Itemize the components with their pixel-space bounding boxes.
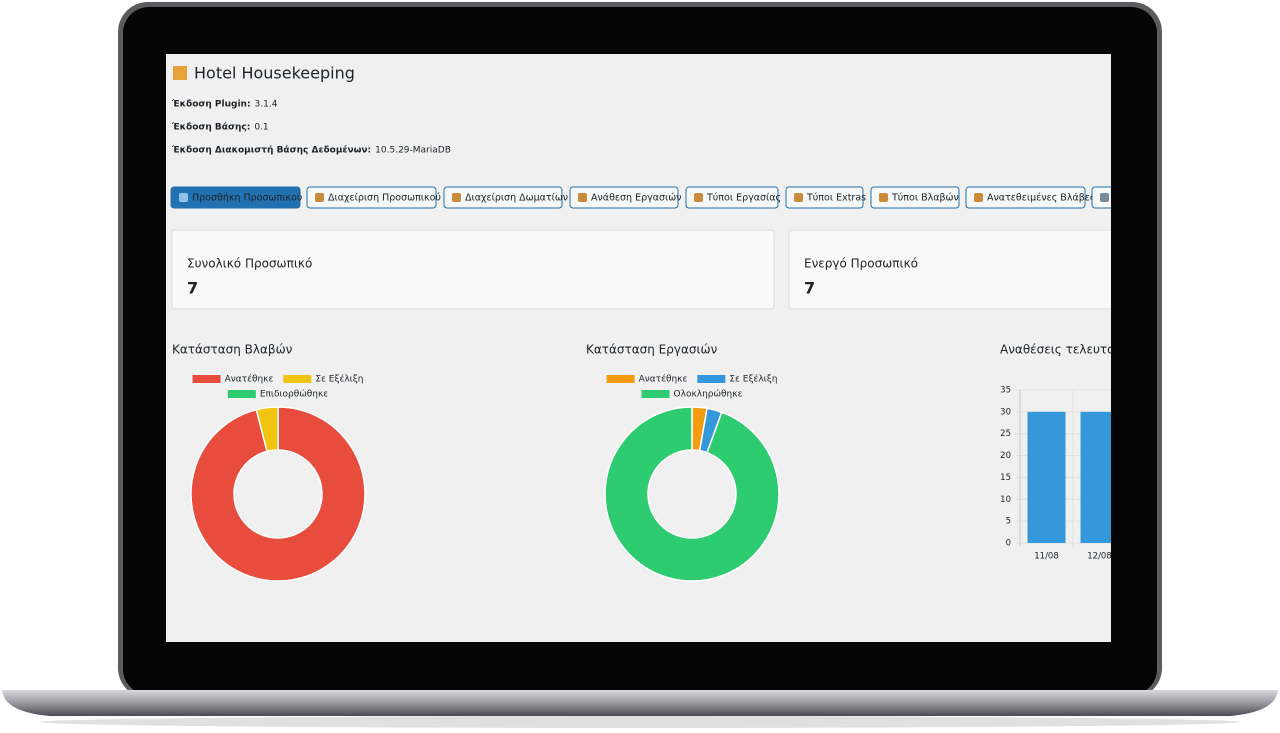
y-tick-label: 35: [1000, 386, 1011, 396]
stat-card: [788, 229, 1111, 310]
toolbar-button[interactable]: [443, 186, 563, 209]
legend-item: Σε Εξέλιξη: [697, 374, 777, 385]
bar: [1027, 411, 1066, 543]
legend-label: Ανατέθηκε: [639, 374, 688, 385]
button-icon: [694, 193, 703, 202]
button-icon: [1100, 193, 1109, 202]
legend-swatch: [227, 390, 256, 398]
legend-item: Ολοκληρώθηκε: [641, 389, 743, 400]
legend-swatch: [641, 390, 670, 398]
button-label[interactable]: Ανάθεση Εργασιών: [591, 193, 682, 204]
legend-swatch: [697, 375, 726, 383]
button-label[interactable]: Τύποι Βλαβών: [891, 193, 959, 204]
legend-swatch: [283, 375, 312, 383]
donut-segment: [255, 406, 279, 453]
y-tick-label: 15: [1000, 473, 1011, 483]
info-label: Έκδοση Διακομιστή Βάσης Δεδομένων:: [171, 145, 371, 156]
legend-label: Ανατέθηκε: [225, 374, 274, 385]
laptop-base: [2, 690, 1278, 716]
y-tick-label: 10: [1000, 495, 1011, 505]
button-label[interactable]: Τύποι Εργασίας: [706, 193, 781, 204]
x-tick-label: 11/08: [1034, 552, 1059, 562]
page-title: Hotel Housekeeping: [194, 64, 355, 83]
chart-title: Αναθέσεις τελευταίω: [1000, 343, 1129, 357]
stat-label: Ενεργό Προσωπικό: [804, 257, 918, 271]
y-tick-label: 30: [1000, 407, 1011, 417]
stat-card: [171, 229, 775, 310]
donut-segment: [190, 406, 366, 582]
toolbar-button[interactable]: [785, 186, 864, 209]
info-label: Έκδοση Βάσης:: [171, 123, 250, 133]
chart-title: Κατάσταση Εργασιών: [586, 343, 718, 357]
legend-label: Ολοκληρώθηκε: [674, 389, 743, 400]
chart-title: Κατάσταση Βλαβών: [172, 343, 293, 357]
button-label[interactable]: Διαχείριση Προσωπικού: [328, 193, 441, 204]
toolbar-button[interactable]: [685, 186, 779, 209]
button-icon: [879, 193, 888, 202]
donut-segment: [604, 406, 780, 582]
button-icon: [315, 193, 324, 202]
legend-swatch: [606, 375, 635, 383]
button-icon: [179, 193, 188, 202]
button-icon: [578, 193, 587, 202]
toolbar-button[interactable]: [569, 186, 679, 209]
bar: [1080, 411, 1111, 543]
button-label[interactable]: Ανατεθειμένες Βλάβες: [987, 193, 1095, 204]
legend-label: Σε Εξέλιξη: [315, 374, 363, 385]
x-tick-label: 12/08: [1087, 552, 1112, 562]
y-tick-label: 5: [1006, 517, 1011, 527]
legend-item: Επιδιορθώθηκε: [227, 389, 328, 400]
legend-item: Σε Εξέλιξη: [283, 374, 363, 385]
toolbar-button[interactable]: [306, 186, 437, 209]
y-tick-label: 20: [1000, 451, 1011, 461]
stat-value: 7: [804, 279, 815, 298]
info-value: 3.1.4: [255, 100, 278, 110]
dashboard: Hotel Housekeeping Έκδοση Plugin: 3.1.4 Έκ…: [170, 64, 1129, 582]
legend-item: Ανατέθηκε: [192, 374, 274, 385]
button-icon: [452, 193, 461, 202]
button-icon: [794, 193, 803, 202]
button-label[interactable]: Διαχείριση Δωματίων: [465, 193, 568, 204]
legend-label: Επιδιορθώθηκε: [260, 389, 328, 400]
toolbar-button[interactable]: [870, 186, 960, 209]
legend-item: Ανατέθηκε: [606, 374, 688, 385]
y-tick-label: 0: [1006, 539, 1011, 549]
info-value: 0.1: [254, 123, 268, 133]
shadow: [40, 716, 1240, 728]
stat-label: Συνολικό Προσωπικό: [187, 257, 312, 271]
toolbar-button[interactable]: [170, 186, 301, 209]
legend-swatch: [192, 375, 221, 383]
toolbar-button[interactable]: [965, 186, 1086, 209]
hotel-icon: [173, 66, 187, 80]
stat-value: 7: [187, 279, 198, 298]
button-label[interactable]: Τύποι Extras: [806, 193, 866, 204]
y-tick-label: 25: [1000, 429, 1011, 439]
legend-label: Σε Εξέλιξη: [729, 374, 777, 385]
button-icon: [974, 193, 983, 202]
info-value: 10.5.29-MariaDB: [375, 146, 451, 156]
info-label: Έκδοση Plugin:: [171, 100, 251, 110]
button-label[interactable]: Προσθήκη Προσωπικού: [192, 193, 302, 204]
